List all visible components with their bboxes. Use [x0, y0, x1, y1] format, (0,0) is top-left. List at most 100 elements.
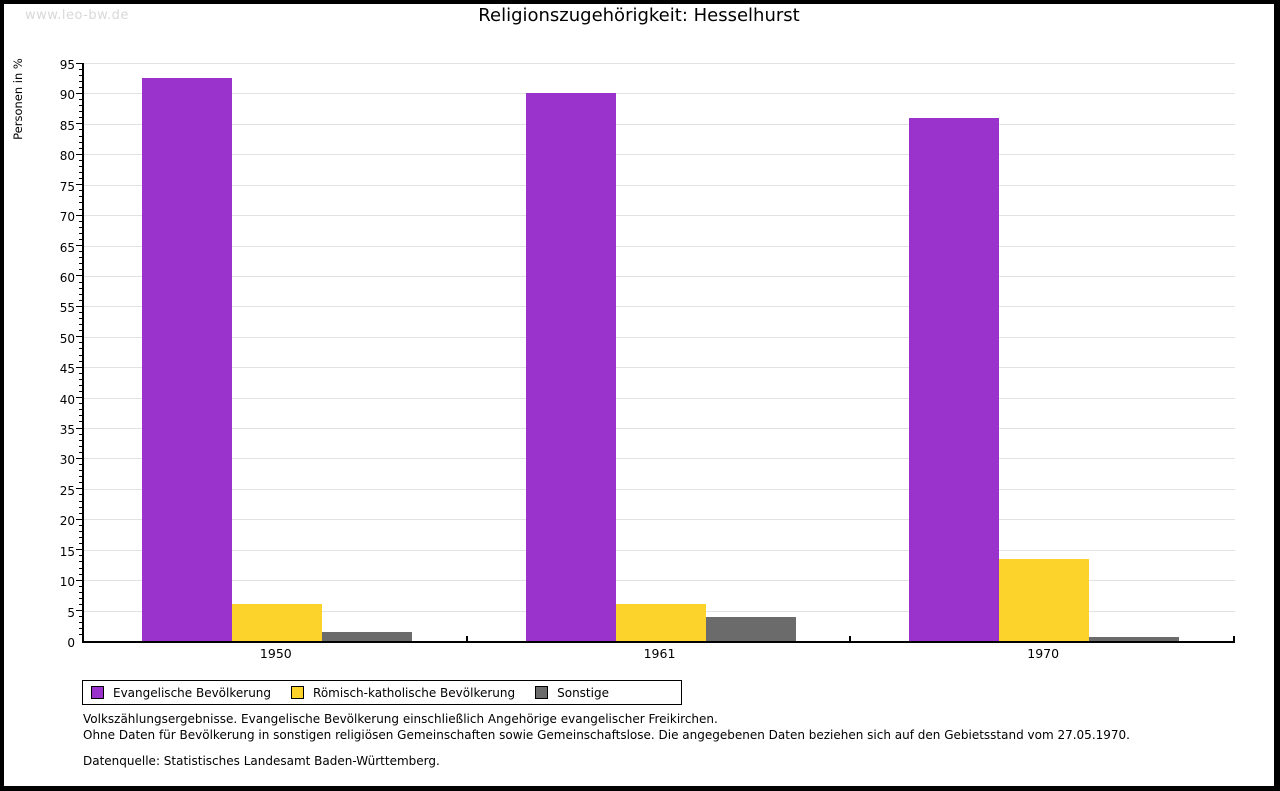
y-axis-tick	[76, 245, 83, 247]
gridline	[84, 154, 1235, 156]
gridline	[84, 397, 1235, 399]
footnotes: Volkszählungsergebnisse. Evangelische Be…	[83, 712, 1130, 743]
y-axis-tick	[79, 415, 83, 417]
y-axis-tick	[79, 232, 83, 234]
y-axis-tick	[79, 86, 83, 88]
gridline	[84, 306, 1235, 308]
y-axis-tick	[76, 92, 83, 94]
y-axis-tick	[79, 391, 83, 393]
legend-swatch	[535, 686, 549, 699]
y-axis-tick	[79, 135, 83, 137]
y-axis-tick	[79, 257, 83, 259]
y-axis-tick	[79, 464, 83, 466]
legend-label: Römisch-katholische Bevölkerung	[313, 685, 516, 700]
gridline	[84, 275, 1235, 277]
y-axis-tick	[76, 427, 83, 429]
y-axis-tick	[76, 549, 83, 551]
y-axis-tick	[79, 591, 83, 593]
y-axis-tick	[79, 80, 83, 82]
y-axis-tick	[76, 610, 83, 612]
y-axis-tick	[79, 470, 83, 472]
y-axis-tick	[79, 506, 83, 508]
y-axis-tick	[79, 318, 83, 320]
y-axis-labels: 0 5 10 15 20 25 30 35 40 45 50 55 60 65 70 75 80 85 90 95	[4, 58, 75, 650]
y-axis-tick	[79, 585, 83, 587]
y-axis-tick	[79, 561, 83, 563]
footnote-line-2: Ohne Daten für Bevölkerung in sonstigen …	[83, 727, 1130, 742]
y-axis-tick	[79, 74, 83, 76]
y-axis-tick	[79, 196, 83, 198]
legend-item-2: Sonstige	[535, 686, 609, 700]
y-axis-tick	[79, 117, 83, 119]
gridline	[84, 549, 1235, 551]
y-axis-tick	[79, 433, 83, 435]
y-axis-tick	[79, 372, 83, 374]
bar-1961-series-2	[705, 616, 796, 641]
y-axis-tick	[79, 482, 83, 484]
y-axis-tick	[76, 153, 83, 155]
bar-1970-series-2	[1089, 636, 1180, 641]
gridline	[84, 215, 1235, 217]
bar-1950-series-0	[142, 77, 232, 641]
x-axis-boundary-tick	[465, 636, 468, 641]
y-axis-tick	[79, 263, 83, 265]
y-axis-tick	[76, 579, 83, 581]
y-axis-tick	[79, 129, 83, 131]
y-axis-tick	[76, 336, 83, 338]
y-axis-tick	[79, 105, 83, 107]
x-axis-boundary-tick	[1233, 636, 1235, 641]
x-axis-labels: 1950 1961 1970	[84, 646, 1235, 662]
y-axis-tick	[79, 348, 83, 350]
legend-label: Sonstige	[557, 685, 609, 700]
y-axis-tick	[79, 269, 83, 271]
y-axis-tick	[79, 524, 83, 526]
x-axis-boundary-tick	[849, 636, 852, 641]
gridline	[84, 93, 1235, 95]
y-axis-tick	[79, 226, 83, 228]
y-axis-tick	[79, 439, 83, 441]
y-axis-tick	[79, 384, 83, 386]
y-axis-tick	[79, 409, 83, 411]
y-axis-tick	[79, 530, 83, 532]
y-axis-tick	[79, 281, 83, 283]
bar-1970-series-0	[909, 117, 1000, 641]
y-axis-tick	[76, 457, 83, 459]
data-source: Datenquelle: Statistisches Landesamt Bad…	[83, 754, 440, 768]
y-axis-tick	[76, 518, 83, 520]
gridline	[84, 428, 1235, 430]
y-axis-tick	[79, 190, 83, 192]
gridline	[84, 245, 1235, 247]
y-axis-tick	[79, 311, 83, 313]
y-axis-tick	[76, 397, 83, 399]
y-axis-tick	[79, 68, 83, 70]
y-axis-tick-label: 20	[59, 514, 75, 529]
y-axis-tick	[79, 537, 83, 539]
gridline	[84, 184, 1235, 186]
y-axis-tick	[76, 488, 83, 490]
footnote-line-1: Volkszählungsergebnisse. Evangelische Be…	[83, 712, 718, 726]
bar-1970-series-1	[999, 559, 1090, 641]
y-axis-tick-label: 25	[59, 483, 75, 498]
y-axis-tick	[79, 202, 83, 204]
watermark: www.leo-bw.de	[25, 8, 129, 23]
y-axis-tick-label: 50	[59, 331, 75, 346]
x-axis-tick-label: 1950	[259, 646, 292, 661]
y-axis-tick-label: 65	[59, 240, 75, 255]
y-axis-tick	[79, 159, 83, 161]
bar-1961-series-0	[525, 93, 616, 641]
y-axis-tick	[79, 604, 83, 605]
y-axis-tick-label: 15	[59, 544, 75, 559]
y-axis-tick-label: 45	[59, 362, 75, 377]
gridline	[84, 336, 1235, 338]
y-axis-tick	[76, 184, 83, 186]
y-axis-tick	[79, 573, 83, 575]
y-axis-tick	[79, 99, 83, 101]
y-axis-tick	[79, 494, 83, 496]
y-axis-tick	[79, 451, 83, 453]
y-axis-tick-label: 70	[59, 210, 75, 225]
y-axis-tick	[79, 287, 83, 289]
y-axis-tick	[79, 299, 83, 301]
x-axis-tick-label: 1970	[1027, 646, 1060, 661]
y-axis-tick-label: 85	[59, 118, 75, 133]
